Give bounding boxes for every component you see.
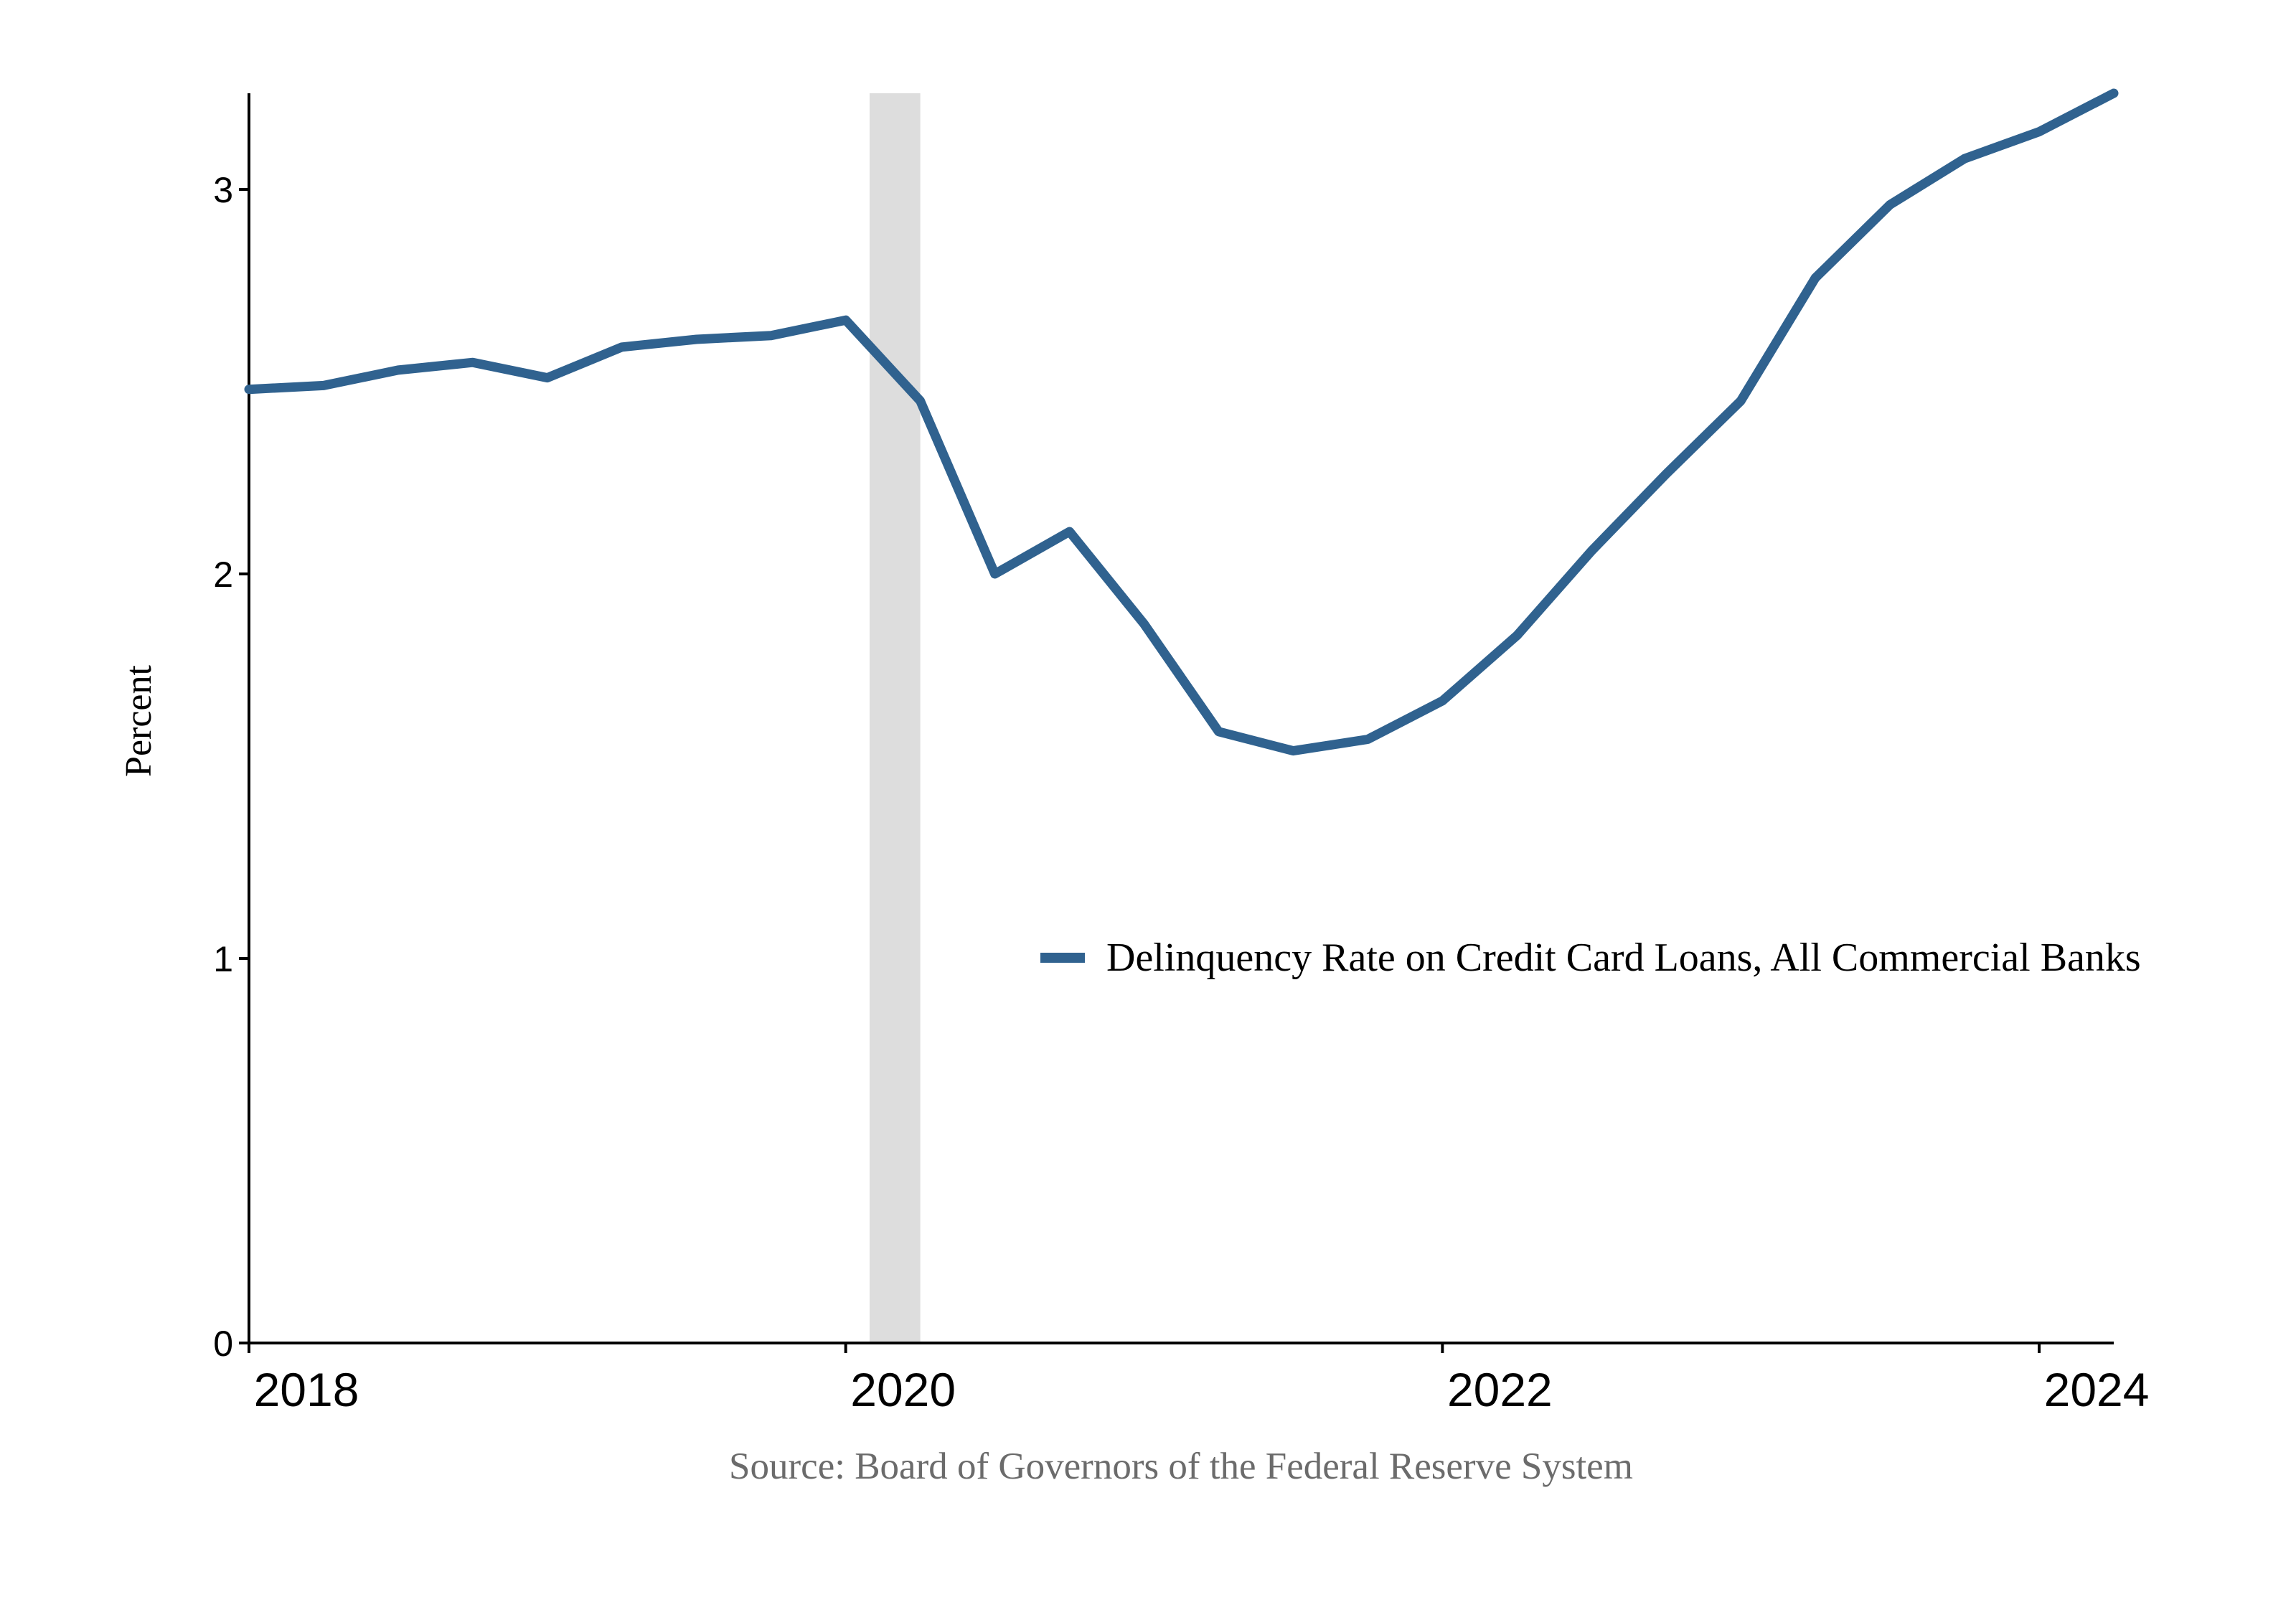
y-tick-label: 0 <box>213 1324 233 1364</box>
series-layer <box>244 88 2119 756</box>
recession-bar <box>869 93 921 1343</box>
axes: 0 1 2 3 2018 2020 2022 2024 <box>213 93 2149 1416</box>
x-tick-label: 2020 <box>850 1363 956 1416</box>
y-axis-label: Percent <box>118 664 159 776</box>
source-note: Source: Board of Governors of the Federa… <box>729 1446 1633 1487</box>
y-tick-label: 3 <box>213 170 233 210</box>
y-tick-label: 2 <box>213 555 233 595</box>
x-tick-label: 2018 <box>254 1363 359 1416</box>
recession-shading-layer <box>869 93 921 1343</box>
legend: Delinquency Rate on Credit Card Loans, A… <box>1040 936 2141 980</box>
legend-label: Delinquency Rate on Credit Card Loans, A… <box>1106 936 2141 980</box>
series-line <box>244 88 2119 756</box>
x-tick-label: 2022 <box>1447 1363 1553 1416</box>
y-tick-label: 1 <box>213 939 233 979</box>
x-tick-label: 2024 <box>2044 1363 2150 1416</box>
